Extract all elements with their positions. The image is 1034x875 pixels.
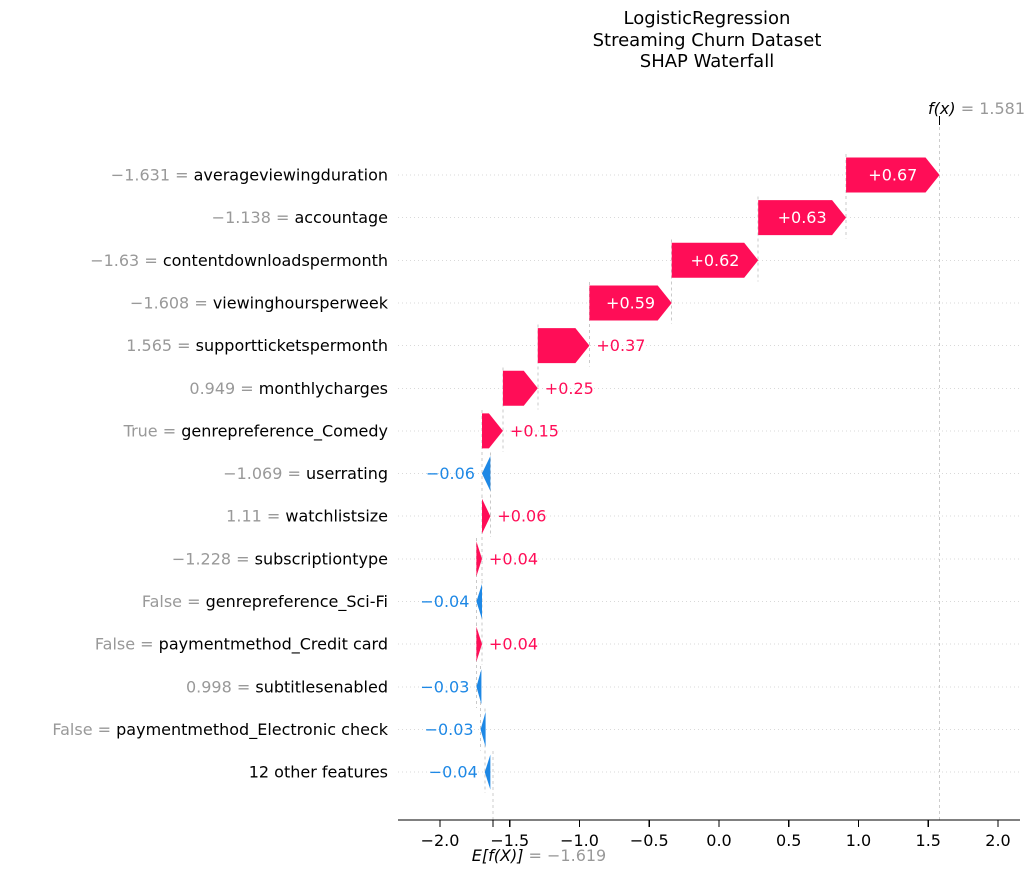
shap-bar-negative — [484, 754, 491, 790]
x-axis-tick-label: −2.0 — [421, 831, 460, 850]
bar-value-label: +0.63 — [778, 208, 827, 227]
fx-annotation-name: f(x) — [928, 99, 956, 118]
bar-value-label: −0.04 — [429, 763, 478, 782]
feature-label: 1.11 = watchlistsize — [226, 507, 388, 526]
bar-value-label: +0.25 — [545, 379, 594, 398]
bar-value-label: +0.59 — [606, 293, 655, 312]
bar-value-label: −0.03 — [420, 677, 469, 696]
x-axis-tick-label: −1.5 — [490, 831, 529, 850]
feature-label: −1.138 = accountage — [212, 208, 388, 227]
bar-value-label: −0.04 — [420, 592, 469, 611]
shap-bar-negative — [476, 584, 482, 619]
shap-bar-positive — [537, 328, 590, 364]
feature-label: False = paymentmethod_Credit card — [95, 635, 388, 655]
feature-label: −1.228 = subscriptiontype — [172, 549, 388, 568]
feature-label: 1.565 = supportticketspermonth — [126, 336, 388, 355]
feature-label: 12 other features — [249, 763, 388, 782]
chart-title-line3: SHAP Waterfall — [639, 51, 775, 72]
shap-bar-positive — [502, 370, 538, 406]
shap-bar-positive — [476, 541, 482, 577]
bar-value-label: +0.67 — [868, 166, 917, 185]
feature-label: False = paymentmethod_Electronic check — [52, 720, 388, 740]
x-axis-tick-label: −0.5 — [630, 831, 669, 850]
x-axis-tick-label: 1.5 — [916, 831, 941, 850]
feature-label: −1.631 = averageviewingduration — [111, 166, 388, 185]
bar-value-label: +0.15 — [510, 421, 559, 440]
fx-annotation-value: = 1.581 — [955, 99, 1025, 118]
bar-value-label: +0.37 — [596, 336, 645, 355]
shap-bar-positive — [476, 626, 482, 662]
feature-label: −1.069 = userrating — [223, 464, 388, 483]
shap-bar-negative — [476, 669, 482, 705]
ef-annotation-name: E[f(X)] — [471, 846, 524, 865]
feature-label: 0.998 = subtitlesenabled — [186, 677, 388, 696]
feature-label: True = genrepreference_Comedy — [123, 421, 388, 441]
chart-title: LogisticRegression Streaming Churn Datas… — [387, 8, 1027, 73]
shap-bar-negative — [481, 456, 491, 492]
ef-annotation: E[f(X)] = −1.619 — [429, 846, 649, 865]
x-axis-tick-label: 0.0 — [706, 831, 731, 850]
shap-bar-negative — [480, 711, 486, 747]
ef-annotation-value: = −1.619 — [523, 846, 607, 865]
shap-bar-positive — [671, 242, 759, 278]
shap-bar-positive — [481, 498, 491, 534]
bar-value-label: +0.04 — [489, 635, 538, 654]
feature-label: 0.949 = monthlycharges — [189, 379, 388, 398]
x-axis-tick-label: −1.0 — [560, 831, 599, 850]
bar-value-label: +0.04 — [489, 549, 538, 568]
feature-label: −1.63 = contentdownloadspermonth — [90, 251, 388, 270]
fx-annotation: f(x) = 1.581 — [857, 99, 1025, 118]
feature-label: False = genrepreference_Sci-Fi — [142, 592, 388, 612]
bar-value-label: +0.62 — [690, 251, 739, 270]
shap-bar-positive — [589, 285, 672, 321]
feature-label: −1.608 = viewinghoursperweek — [130, 293, 389, 312]
chart-title-line2: Streaming Churn Dataset — [592, 29, 822, 51]
x-axis-tick-label: 0.5 — [776, 831, 801, 850]
shap-bar-positive — [481, 413, 503, 449]
x-axis-tick-label: 1.0 — [846, 831, 871, 850]
bar-value-label: +0.06 — [497, 507, 546, 526]
bar-value-label: −0.03 — [425, 720, 474, 739]
shap-bar-positive — [758, 200, 847, 236]
bar-value-label: −0.06 — [426, 464, 475, 483]
chart-title-line1: LogisticRegression — [623, 8, 791, 29]
shap-bar-positive — [846, 157, 940, 193]
x-axis-tick-label: 2.0 — [985, 831, 1010, 850]
